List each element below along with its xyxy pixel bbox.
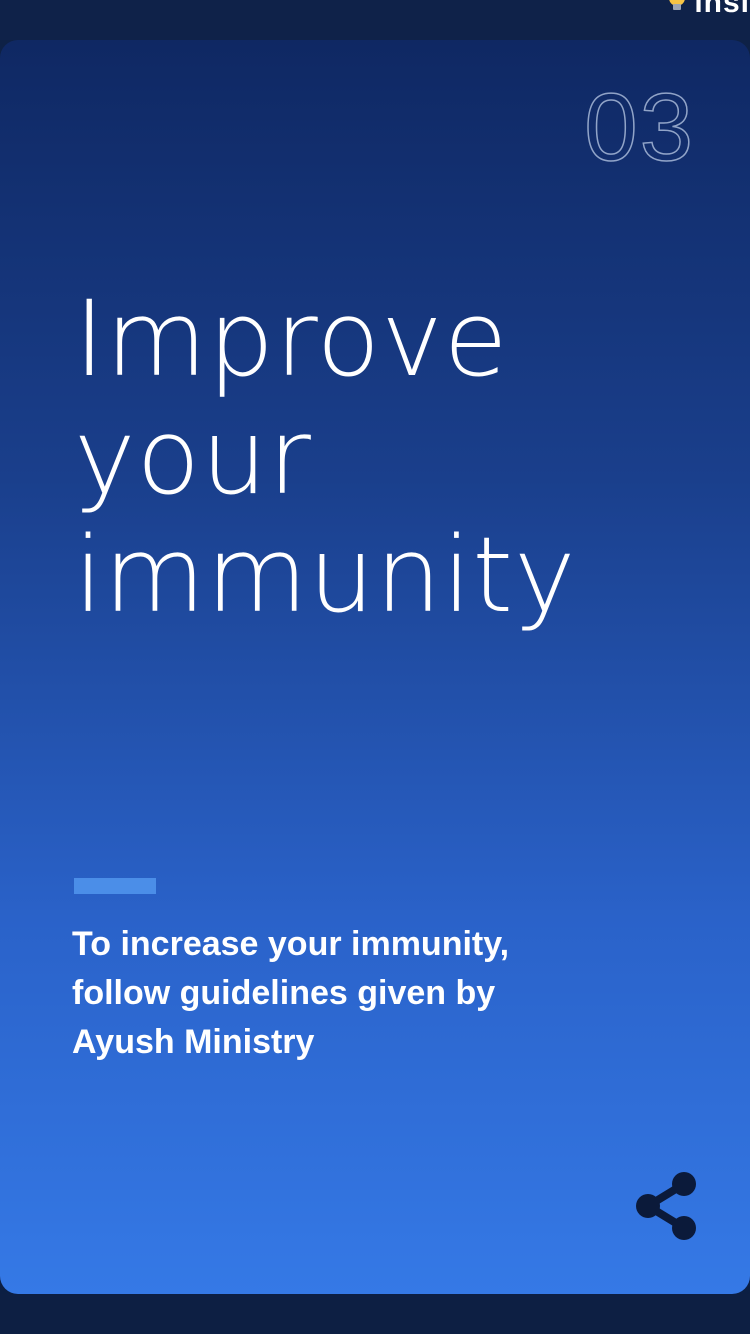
top-bar: insi (0, 0, 750, 40)
page-number: 03 (583, 74, 695, 181)
headline-line: immunity (74, 514, 577, 636)
description-line: follow guidelines given by (72, 974, 496, 1012)
description-line: Ayush Ministry (72, 1023, 315, 1061)
story-card[interactable]: 03 Improve your immunity To increase you… (0, 40, 750, 1294)
accent-divider (74, 878, 156, 894)
share-icon (636, 1172, 696, 1240)
brand-logo: insi (664, 0, 750, 20)
headline-line: your (74, 396, 312, 518)
headline: Improve your immunity (74, 280, 694, 634)
bottom-bar (0, 1294, 750, 1334)
description: To increase your immunity, follow guidel… (72, 920, 632, 1067)
lightbulb-icon (664, 0, 690, 16)
headline-line: Improve (74, 278, 509, 400)
description-line: To increase your immunity, (72, 925, 510, 963)
brand-name: insi (694, 0, 750, 19)
share-button[interactable] (628, 1166, 708, 1246)
